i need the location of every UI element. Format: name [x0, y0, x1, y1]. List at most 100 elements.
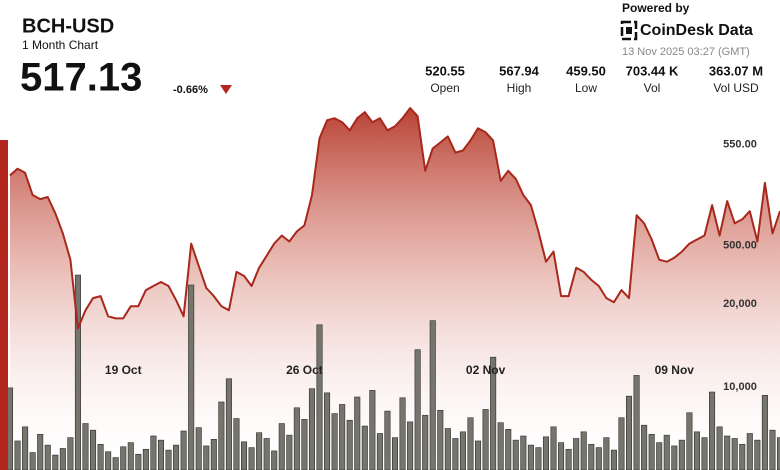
volume-bar: [346, 419, 353, 470]
x-tick-label: 02 Nov: [466, 363, 506, 377]
volume-bar: [399, 397, 406, 470]
y2-tick-label: 10,000: [723, 381, 757, 393]
volume-bar: [414, 349, 421, 470]
volume-bar: [482, 409, 489, 470]
volume-bar: [173, 444, 180, 470]
volume-bar: [437, 409, 444, 470]
volume-bar: [369, 390, 376, 470]
volume-bar: [505, 429, 512, 470]
x-tick-label: 09 Nov: [655, 363, 695, 377]
volume-bar: [142, 448, 149, 470]
volume-bar: [520, 435, 527, 470]
volume-bar: [452, 438, 459, 470]
volume-bar: [588, 443, 595, 470]
volume-bar: [497, 422, 504, 470]
volume-bar: [301, 419, 308, 470]
volume-bar: [731, 438, 738, 470]
volume-bar: [225, 378, 232, 470]
volume-bar: [248, 447, 255, 470]
volume-bar: [203, 445, 210, 470]
stat-value: 459.50: [566, 63, 606, 78]
volume-bar: [459, 431, 466, 470]
volume-bar: [105, 451, 112, 470]
volume-bar: [384, 410, 391, 470]
volume-bar: [475, 440, 482, 470]
volume-bar: [580, 431, 587, 470]
volume-bar: [467, 417, 474, 470]
volume-bar: [535, 447, 542, 470]
price-line: [9, 107, 780, 330]
stat-value: 703.44 K: [626, 63, 679, 78]
volume-bar: [233, 418, 240, 470]
volume-bar: [573, 438, 580, 470]
brand: CoinDesk Data: [640, 22, 753, 39]
volume-bar: [127, 442, 134, 470]
volume-bar: [97, 443, 104, 470]
volume-bar: [754, 439, 761, 470]
volume-bar: [188, 284, 195, 470]
volume-bar: [746, 433, 753, 470]
volume-bar: [595, 447, 602, 470]
stat-value: 363.07 M: [709, 63, 763, 78]
volume-bar: [316, 324, 323, 470]
stat-label: Vol: [644, 81, 661, 95]
volume-bar: [210, 439, 217, 470]
volume-bar: [633, 375, 640, 470]
volume-bar: [241, 441, 248, 470]
volume-bar: [324, 392, 331, 470]
volume-bar: [339, 404, 346, 470]
x-tick-label: 26 Oct: [286, 363, 323, 377]
title: BCH-USD: [22, 15, 114, 37]
volume-bar: [150, 435, 157, 470]
volume-bar: [603, 437, 610, 470]
y-tick-label: 550.00: [723, 138, 757, 150]
stat-label: Open: [430, 81, 459, 95]
volume-bar: [512, 439, 519, 470]
volume-bar: [618, 417, 625, 470]
brand-logo: [620, 20, 638, 41]
stat-value: 520.55: [425, 63, 465, 78]
volume-bar: [663, 434, 670, 470]
volume-bar: [195, 427, 202, 470]
volume-bar: [90, 429, 97, 470]
volume-bar: [278, 423, 285, 470]
volume-bar: [256, 432, 263, 470]
volume-bar: [67, 437, 74, 470]
volume-bar: [331, 413, 338, 470]
volume-bar: [641, 424, 648, 470]
volume-bar: [693, 431, 700, 470]
volume-bar: [701, 437, 708, 470]
powered-by: Powered by: [622, 1, 690, 15]
volume-bar: [558, 442, 565, 470]
volume-bar: [490, 356, 497, 470]
volume-bar: [716, 426, 723, 470]
stat-label: Low: [575, 81, 597, 95]
volume-bar: [648, 434, 655, 470]
volume-bar: [157, 439, 164, 470]
volume-bar: [59, 448, 66, 470]
volume-bar: [550, 426, 557, 470]
volume-bar: [761, 395, 768, 470]
volume-bar: [376, 433, 383, 470]
volume-bar: [686, 412, 693, 470]
volume-bar: [286, 434, 293, 470]
volume-bar: [422, 414, 429, 470]
volume-bar: [444, 428, 451, 470]
volume-bar: [271, 450, 278, 470]
volume-bar: [626, 395, 633, 470]
volume-bar: [739, 443, 746, 470]
volume-bar: [112, 457, 119, 470]
volume-bar: [354, 396, 361, 470]
volume-bar: [22, 426, 29, 470]
volume-bar: [120, 446, 127, 470]
price-area: [10, 108, 780, 470]
stat-value: 567.94: [499, 63, 540, 78]
y-tick-label: 500.00: [723, 239, 757, 251]
volume-bar: [724, 435, 731, 470]
volume-bar: [263, 438, 270, 470]
accent-bar: [0, 140, 8, 470]
volume-bar: [29, 452, 36, 470]
down-arrow: [220, 85, 232, 94]
stats: 520.55 Open 567.94 High 459.50 Low 703.4…: [425, 63, 763, 95]
volume-bar: [165, 449, 172, 470]
